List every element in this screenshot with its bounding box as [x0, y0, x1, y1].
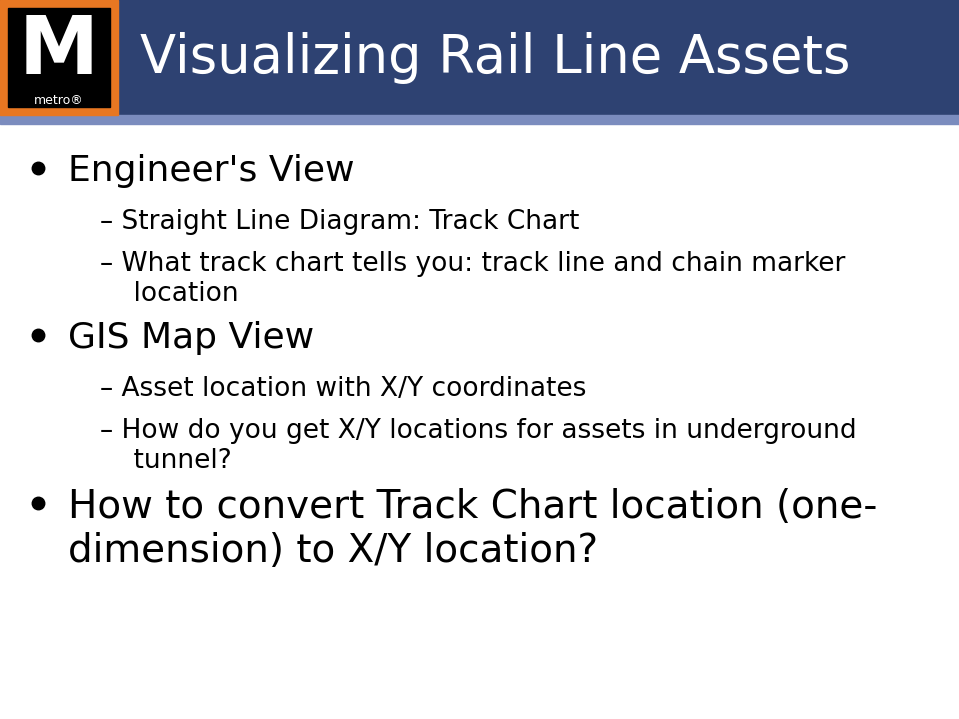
Text: How to convert Track Chart location (one-
dimension) to X/Y location?: How to convert Track Chart location (one…	[68, 488, 877, 570]
Text: GIS Map View: GIS Map View	[68, 321, 315, 355]
Text: M: M	[19, 13, 99, 91]
Text: Visualizing Rail Line Assets: Visualizing Rail Line Assets	[140, 32, 851, 83]
Text: – Asset location with X/Y coordinates: – Asset location with X/Y coordinates	[100, 376, 586, 402]
Text: – Straight Line Diagram: Track Chart: – Straight Line Diagram: Track Chart	[100, 209, 579, 235]
Text: – How do you get X/Y locations for assets in underground
    tunnel?: – How do you get X/Y locations for asset…	[100, 418, 856, 474]
Bar	[0, 0, 118, 115]
Bar	[0, 0, 959, 115]
Text: Engineer's View: Engineer's View	[68, 154, 355, 188]
Text: metro®: metro®	[35, 94, 83, 108]
Bar	[8, 8, 110, 107]
Text: – What track chart tells you: track line and chain marker
    location: – What track chart tells you: track line…	[100, 251, 846, 307]
Bar	[0, 115, 959, 124]
